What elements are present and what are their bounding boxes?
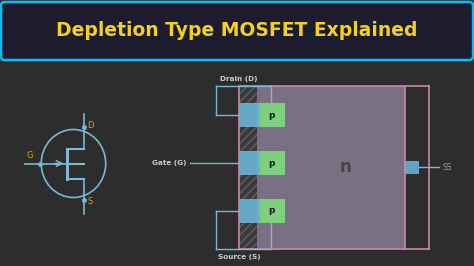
Bar [239,86,405,248]
Bar [239,103,260,127]
FancyBboxPatch shape [1,2,473,60]
Text: S: S [87,197,92,206]
Bar [257,198,285,222]
Bar [257,86,405,248]
Text: Drain (D): Drain (D) [220,76,258,82]
Bar [239,151,260,175]
Text: p: p [268,159,274,168]
Bar [257,151,285,175]
Bar [257,103,285,127]
Text: Gate (G): Gate (G) [152,160,187,166]
Bar [405,161,419,174]
Text: SS: SS [442,163,452,172]
Text: n: n [339,158,351,176]
Text: D: D [87,122,94,131]
Bar [239,86,257,248]
Text: p: p [268,110,274,119]
Text: p: p [268,206,274,215]
Bar [239,198,260,222]
Text: G: G [26,151,33,160]
Text: Source (S): Source (S) [218,255,261,260]
Text: Depletion Type MOSFET Explained: Depletion Type MOSFET Explained [56,20,418,39]
